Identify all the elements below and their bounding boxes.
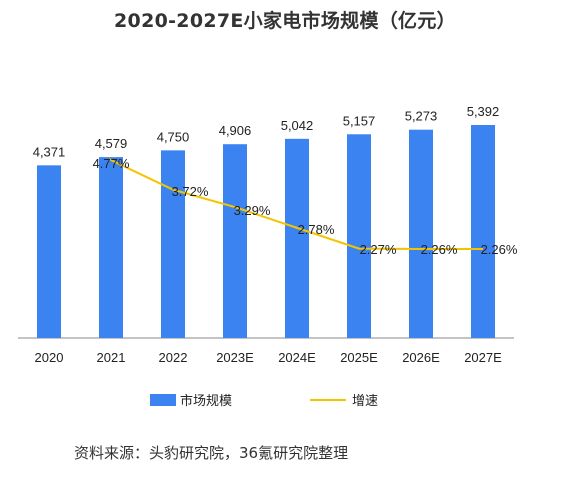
bar-value-label: 4,579 — [95, 136, 128, 151]
bar — [347, 134, 371, 338]
legend-line-label: 增速 — [352, 394, 379, 409]
bar-value-label: 5,392 — [467, 104, 500, 119]
x-tick-label: 2024E — [278, 350, 316, 365]
bar-value-label: 4,750 — [157, 129, 190, 144]
growth-label: 4.77% — [93, 156, 130, 171]
bar-value-label: 4,906 — [219, 123, 252, 138]
growth-label: 3.29% — [234, 203, 271, 218]
x-tick-label: 2027E — [464, 350, 502, 365]
bar — [99, 157, 123, 338]
bar — [161, 150, 185, 338]
x-tick-label: 2026E — [402, 350, 440, 365]
growth-label: 2.27% — [360, 242, 397, 257]
source-note: 资料来源：头豹研究院，36氪研究院整理 — [74, 444, 349, 462]
x-tick-label: 2022 — [159, 350, 188, 365]
x-tick-label: 2021 — [97, 350, 126, 365]
legend-line: 增速 — [310, 390, 378, 409]
bar-value-label: 4,371 — [33, 144, 66, 159]
legend-bar-swatch — [150, 393, 176, 406]
x-tick-label: 2025E — [340, 350, 378, 365]
growth-label: 2.26% — [421, 242, 458, 257]
bar — [223, 144, 247, 338]
growth-line — [108, 158, 483, 250]
bar-value-label: 5,273 — [405, 109, 438, 124]
legend-bar: 市场规模 — [150, 390, 232, 409]
x-tick-label: 2020 — [35, 350, 64, 365]
bar — [285, 138, 309, 338]
bar-value-label: 5,157 — [343, 113, 376, 128]
legend-bar-label: 市场规模 — [180, 394, 233, 409]
x-tick-label: 2023E — [216, 350, 254, 365]
bar — [37, 165, 61, 338]
growth-label: 3.72% — [172, 184, 209, 199]
bar — [409, 129, 433, 338]
bar — [471, 125, 495, 338]
chart-title: 2020-2027E小家电市场规模（亿元） — [114, 10, 456, 32]
legend-line-swatch — [310, 398, 346, 401]
bar-value-label: 5,042 — [281, 118, 314, 133]
growth-label: 2.26% — [481, 242, 518, 257]
growth-label: 2.78% — [298, 222, 335, 237]
